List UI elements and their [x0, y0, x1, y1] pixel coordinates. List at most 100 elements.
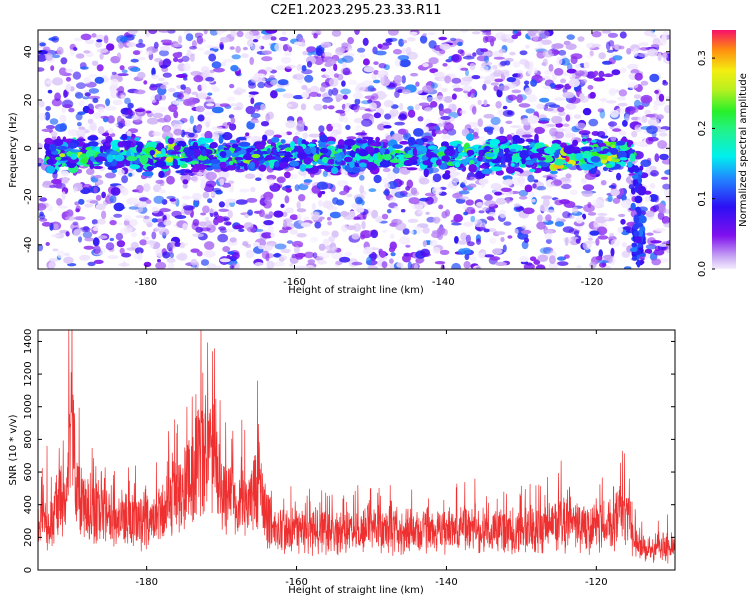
heatmap-cell [505, 120, 513, 125]
heatmap-cell [239, 188, 250, 193]
heatmap-cell [469, 256, 477, 262]
heatmap-cell [606, 152, 612, 157]
heatmap-cell [575, 215, 584, 224]
heatmap-cell [91, 219, 98, 225]
heatmap-cell [49, 143, 57, 152]
x-tick-label: -160 [283, 277, 306, 288]
heatmap-cell [610, 239, 621, 247]
heatmap-cell [145, 50, 153, 56]
heatmap-cell [546, 209, 556, 213]
heatmap-cell [387, 30, 399, 36]
heatmap-cell [53, 138, 64, 147]
heatmap-cell [229, 265, 235, 269]
y-tick-label: 1400 [23, 329, 34, 354]
heatmap-cell [328, 236, 336, 243]
heatmap-cell [304, 264, 316, 269]
heatmap-cell [134, 137, 141, 142]
heatmap-cell [328, 89, 333, 96]
heatmap-cell [340, 88, 351, 95]
heatmap-cell [355, 124, 362, 132]
heatmap-cell [599, 109, 606, 119]
heatmap-cell [216, 30, 224, 36]
heatmap-cell [498, 48, 506, 54]
heatmap-cell [318, 252, 331, 259]
heatmap-cell [500, 237, 505, 242]
heatmap-cell [557, 106, 565, 113]
heatmap-cell [159, 49, 169, 57]
heatmap-cell [175, 74, 188, 78]
heatmap-cells [38, 30, 670, 269]
heatmap-cell [451, 54, 460, 62]
heatmap-cell [82, 230, 93, 239]
heatmap-cell [313, 33, 318, 39]
heatmap-cell [493, 85, 499, 92]
heatmap-cell [515, 206, 524, 211]
heatmap-cell [227, 251, 235, 255]
heatmap-cell [603, 73, 614, 78]
x-tick-label: -140 [432, 277, 455, 288]
heatmap-cell [439, 249, 450, 255]
heatmap-cell [225, 201, 230, 208]
heatmap-cell [450, 37, 457, 42]
heatmap-cell [393, 48, 402, 55]
heatmap-cell [273, 261, 286, 267]
heatmap-cell [253, 73, 259, 81]
heatmap-cell [309, 85, 320, 94]
heatmap-cell [637, 116, 643, 123]
heatmap-cell [215, 265, 222, 269]
heatmap-cell [555, 84, 565, 89]
heatmap-cell [128, 206, 139, 210]
heatmap-cell [581, 190, 594, 197]
heatmap-cell [294, 265, 307, 269]
heatmap-cell [542, 85, 551, 90]
heatmap-cell [602, 148, 610, 153]
heatmap-cell [296, 208, 307, 213]
heatmap-cell [229, 103, 238, 107]
heatmap-cell [142, 215, 153, 224]
heatmap-cell [227, 210, 233, 219]
heatmap-cell [331, 87, 339, 96]
heatmap-cell [367, 85, 375, 92]
heatmap-cell [570, 189, 578, 196]
heatmap-cell [551, 115, 563, 124]
heatmap-cell [127, 30, 138, 35]
heatmap-cell [507, 94, 517, 101]
heatmap-cell [293, 41, 303, 46]
heatmap-cell [243, 153, 255, 161]
heatmap-cell [80, 157, 89, 164]
heatmap-cell [662, 81, 669, 86]
heatmap-cell [572, 150, 581, 154]
heatmap-cell [160, 39, 173, 44]
heatmap-cell [512, 61, 521, 68]
heatmap-cell [565, 114, 571, 122]
heatmap-cell [383, 99, 394, 108]
heatmap-cell [316, 165, 328, 169]
heatmap-cell [247, 209, 254, 216]
heatmap-cell [223, 221, 232, 226]
heatmap-cell [484, 200, 497, 207]
heatmap-cell [359, 185, 365, 194]
heatmap-cell [482, 31, 487, 36]
heatmap-cell [510, 162, 515, 167]
heatmap-cell [465, 199, 474, 206]
heatmap-cell [549, 170, 558, 175]
heatmap-cell [106, 43, 115, 51]
heatmap-cell [137, 71, 146, 79]
heatmap-cell [284, 171, 291, 179]
heatmap-cell [60, 57, 68, 65]
heatmap-cell [356, 139, 368, 144]
heatmap-cell [52, 248, 59, 252]
heatmap-cell [307, 259, 316, 264]
heatmap-cell [422, 240, 427, 248]
heatmap-cell [383, 189, 390, 196]
heatmap-cell [536, 103, 545, 110]
heatmap-cell [476, 266, 481, 269]
heatmap-cell [175, 170, 184, 174]
heatmap-cell [610, 109, 619, 118]
heatmap-cell [336, 154, 342, 162]
heatmap-cell [576, 265, 582, 269]
heatmap-cell [229, 83, 235, 89]
heatmap-cell [75, 208, 80, 213]
heatmap-cell [389, 258, 394, 264]
heatmap-cell [121, 133, 128, 140]
